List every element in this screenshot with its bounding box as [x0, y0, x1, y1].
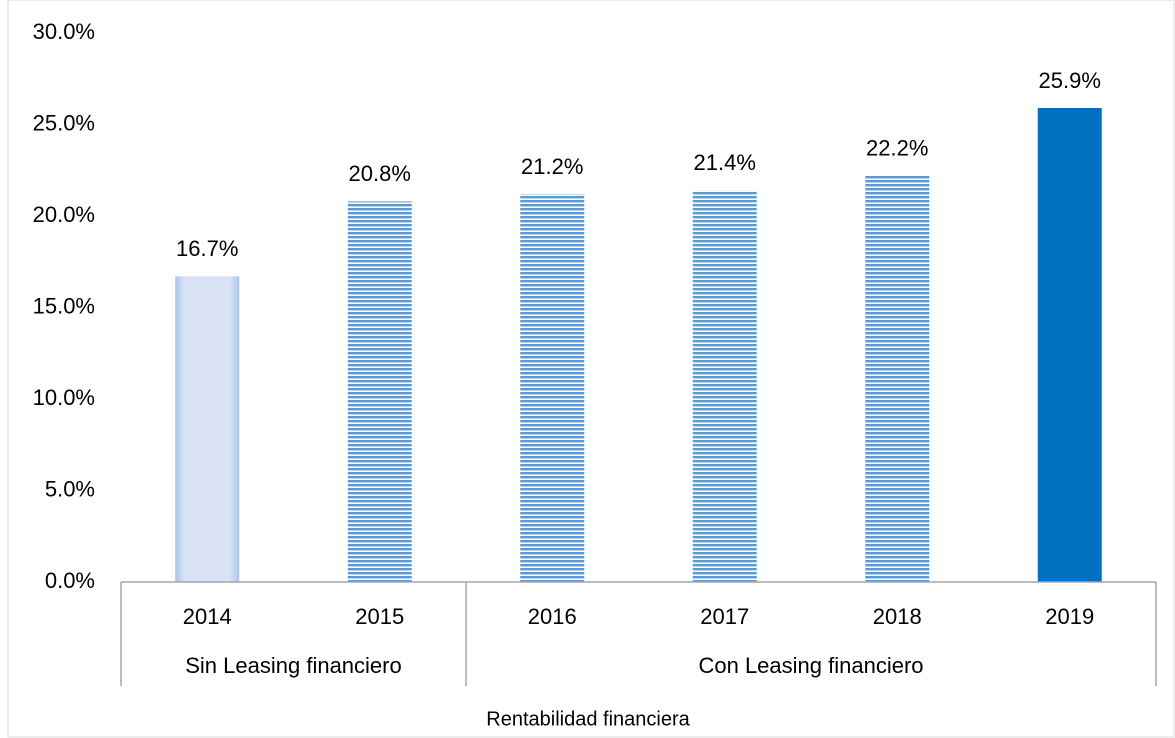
- bar: [692, 190, 757, 582]
- x-axis-title: Rentabilidad financiera: [486, 708, 690, 730]
- group-label: Con Leasing financiero: [698, 653, 923, 678]
- y-tick-label: 25.0%: [33, 110, 95, 135]
- x-tick-label: 2015: [355, 604, 404, 629]
- value-label: 22.2%: [866, 136, 928, 161]
- y-tick-label: 30.0%: [33, 19, 95, 44]
- value-label: 21.4%: [694, 150, 756, 175]
- y-tick-label: 15.0%: [33, 293, 95, 318]
- y-tick-label: 10.0%: [33, 385, 95, 410]
- value-label: 25.9%: [1039, 68, 1101, 93]
- bar: [347, 201, 412, 583]
- group-label: Sin Leasing financiero: [185, 653, 401, 678]
- x-tick-label: 2019: [1045, 604, 1094, 629]
- y-tick-label: 0.0%: [45, 568, 95, 593]
- x-tick-label: 2018: [873, 604, 922, 629]
- bar: [175, 276, 240, 582]
- x-tick-label: 2014: [183, 604, 232, 629]
- bar: [520, 194, 585, 583]
- x-tick-label: 2017: [700, 604, 749, 629]
- y-tick-label: 20.0%: [33, 202, 95, 227]
- y-tick-label: 5.0%: [45, 476, 95, 501]
- bar: [865, 175, 930, 583]
- value-label: 21.2%: [521, 154, 583, 179]
- x-tick-label: 2016: [528, 604, 577, 629]
- chart-frame: [7, 0, 1175, 738]
- value-label: 20.8%: [349, 161, 411, 186]
- value-label: 16.7%: [176, 236, 238, 261]
- bar: [1037, 108, 1102, 582]
